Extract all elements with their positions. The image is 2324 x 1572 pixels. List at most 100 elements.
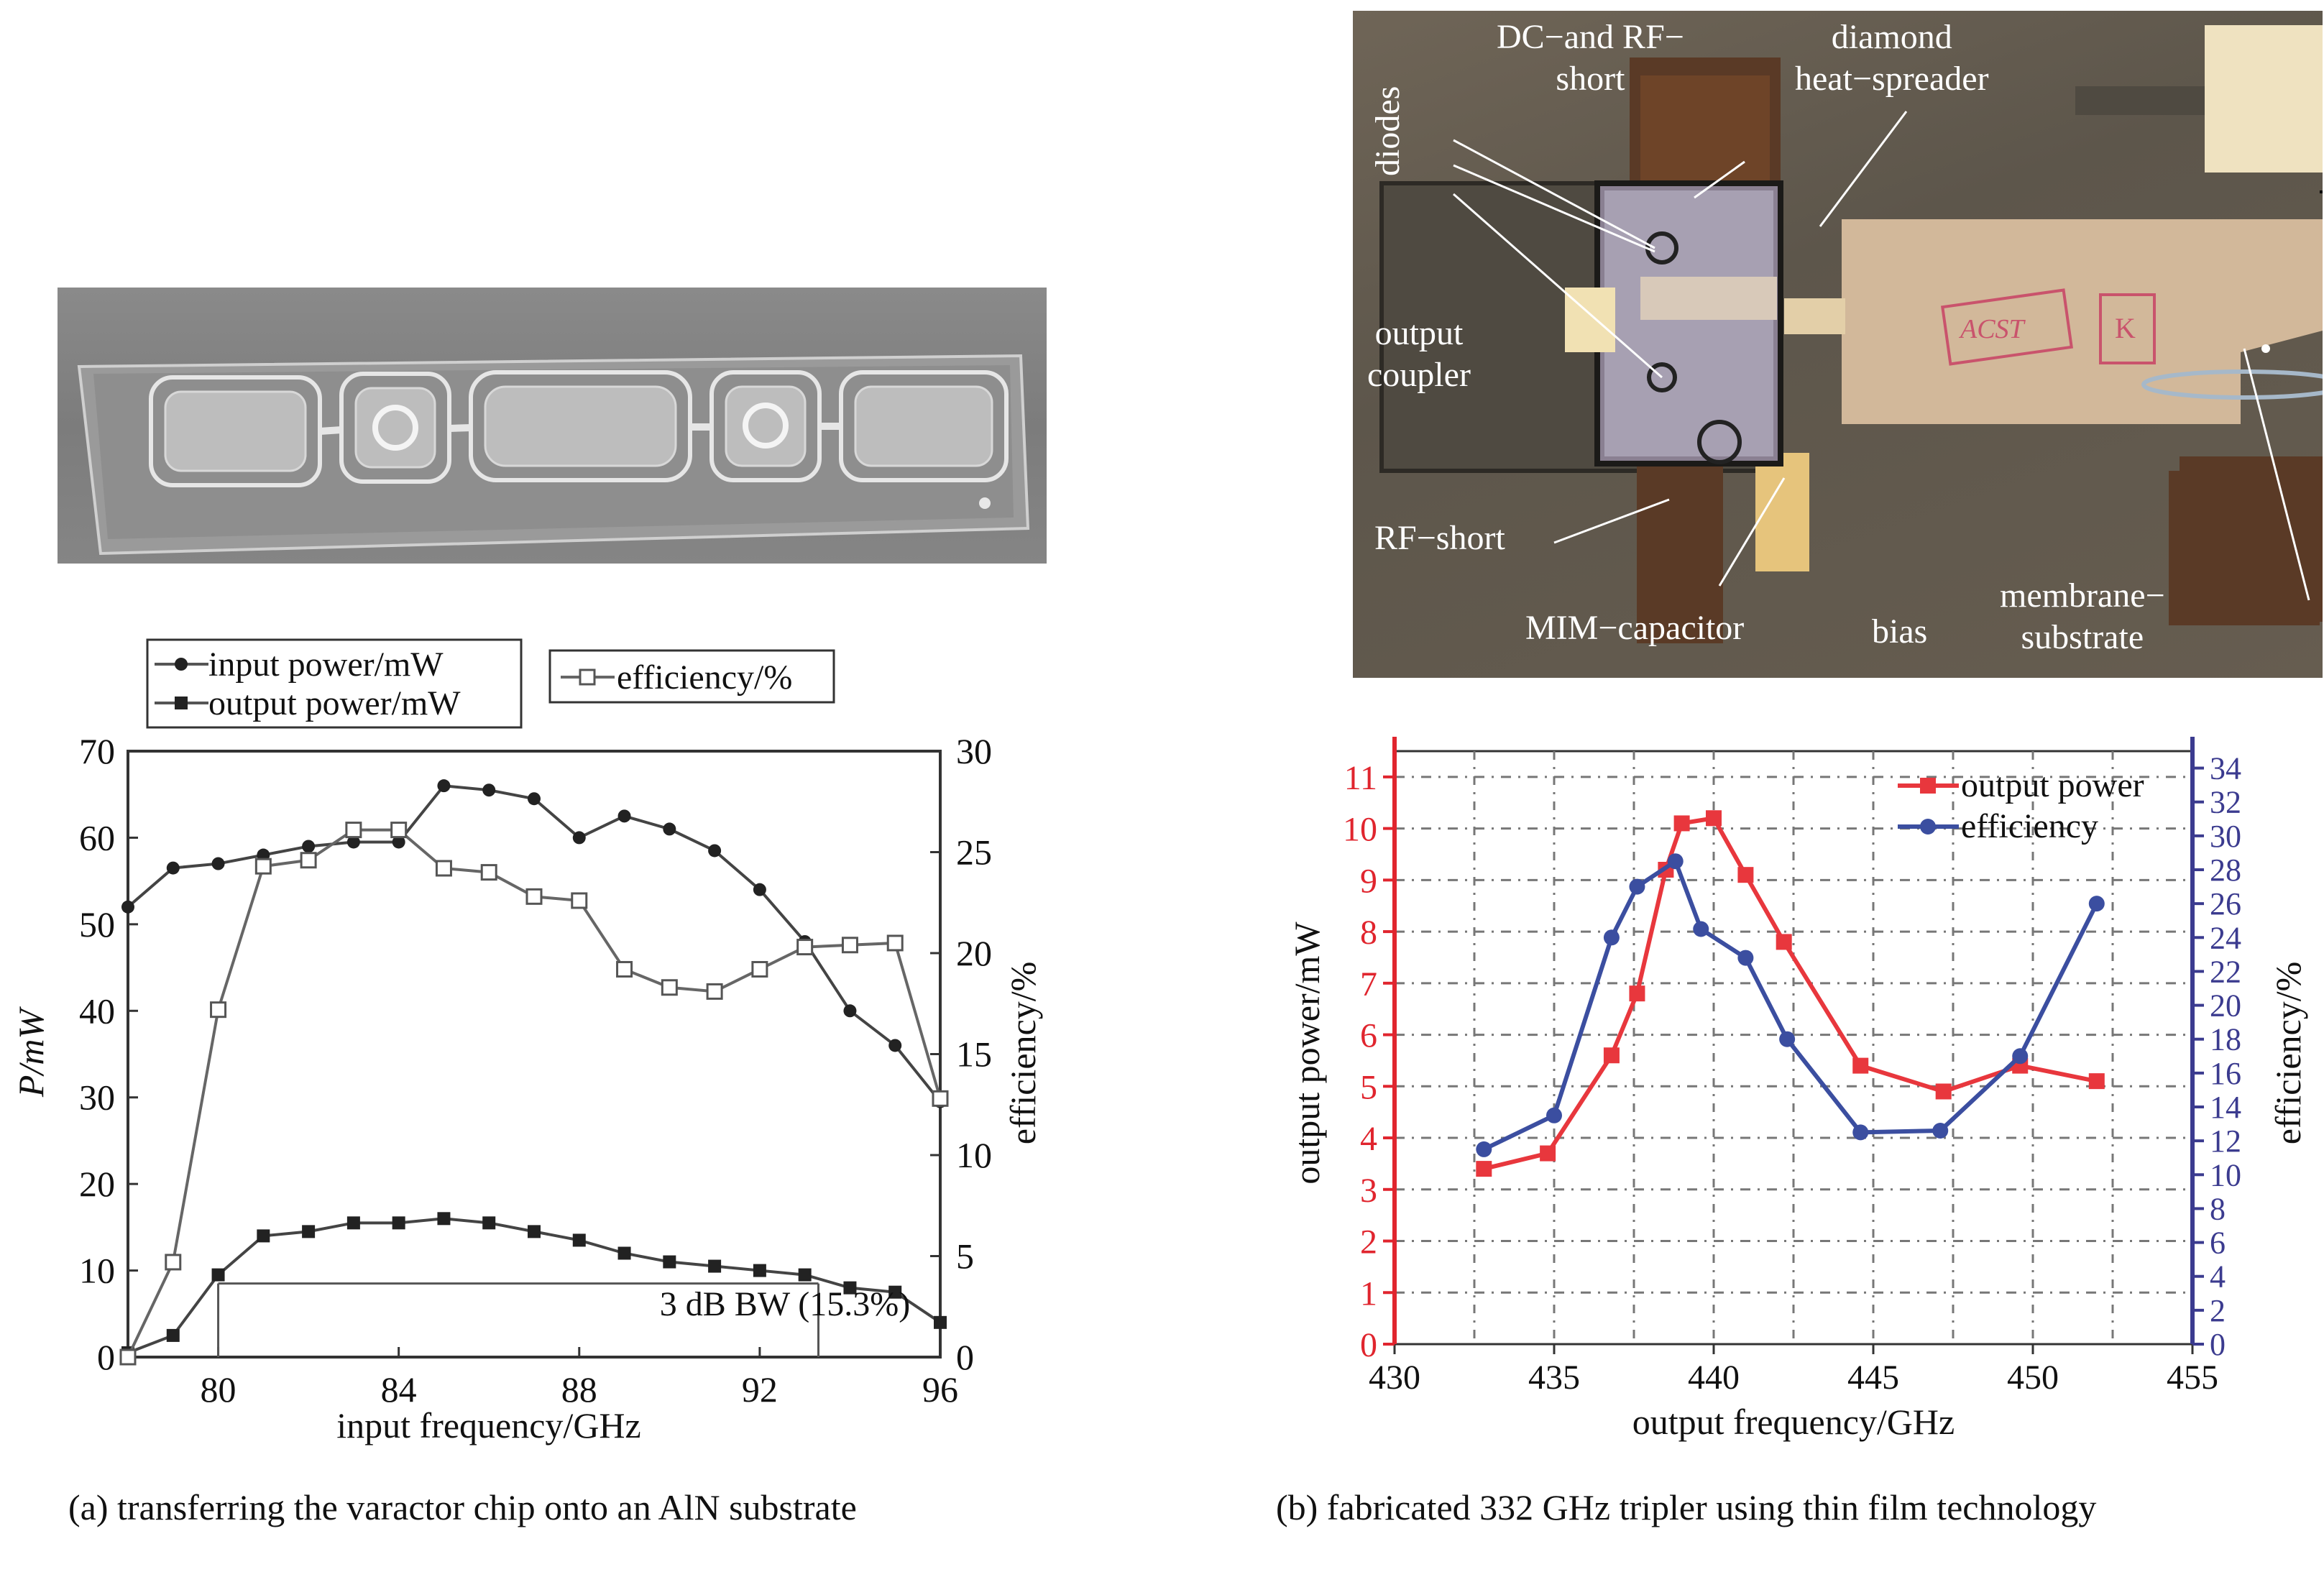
data-point-output-power-b (1673, 815, 1690, 832)
data-point-output-power-b (2088, 1073, 2105, 1090)
x-tick-label-a: 88 (561, 1369, 597, 1410)
x-tick-label-b: 430 (1369, 1359, 1420, 1397)
data-point-efficiency-b (1476, 1141, 1492, 1157)
data-point-output-power-b (1629, 985, 1645, 1002)
y-tick-label-b: 4 (1360, 1120, 1377, 1158)
y-tick-label-b: 1 (1360, 1274, 1377, 1313)
data-point-output-power-b (1776, 934, 1792, 950)
x-axis-title-a: input frequency/GHz (336, 1405, 640, 1445)
data-point-input-power (617, 809, 631, 823)
data-point-output-power-b (1540, 1145, 1556, 1162)
data-point-efficiency (886, 934, 904, 952)
y2-tick-label-a: 10 (956, 1135, 992, 1175)
x-tick-label-a: 92 (742, 1369, 778, 1410)
legend-item-input-power: input power/mW (155, 645, 444, 684)
data-point-output-power-b (1852, 1057, 1869, 1074)
y-tick-label-b: 0 (1360, 1326, 1377, 1364)
data-point-output-power (437, 1212, 451, 1226)
x-tick-label-a: 84 (381, 1369, 417, 1410)
data-point-output-power (346, 1216, 360, 1230)
y-tick-label-a: 70 (79, 731, 115, 771)
label-diodes: diodes (1369, 86, 1407, 176)
y2-tick-label-b: 22 (2210, 954, 2241, 989)
data-point-input-power (211, 857, 225, 870)
label-dc-rf-short: DC−and RF− short (1497, 18, 1684, 98)
y2-tick-label-b: 32 (2210, 785, 2241, 820)
data-point-efficiency (165, 1254, 182, 1271)
legend-box-power (146, 638, 523, 729)
data-point-output-power-b (1603, 1047, 1620, 1064)
y-tick-label-a: 40 (79, 990, 115, 1031)
y-tick-label-a: 30 (79, 1077, 115, 1118)
caption-a: (a) transferring the varactor chip onto … (68, 1487, 857, 1527)
y-axis-title-a: P/mW (11, 1006, 51, 1098)
data-point-efficiency (571, 892, 588, 909)
data-point-efficiency (210, 1001, 227, 1019)
y2-tick-label-b: 16 (2210, 1056, 2241, 1091)
chip-mark-acst: ACST (1958, 314, 2026, 344)
tripler-chip-drawing: ACST K (1379, 25, 2323, 643)
data-point-input-power (437, 779, 451, 793)
data-point-input-power (346, 835, 360, 849)
y2-tick-label-b: 0 (2210, 1327, 2226, 1362)
label-output-coupler: output coupler (1367, 314, 1471, 394)
y2-tick-label-b: 26 (2210, 886, 2241, 921)
data-point-efficiency-b (1667, 853, 1684, 870)
y2-tick-label-a: 5 (956, 1236, 974, 1277)
data-point-efficiency-b (1932, 1123, 1949, 1139)
y-tick-label-b: 9 (1360, 862, 1377, 900)
data-point-efficiency-b (1603, 929, 1620, 946)
x-tick-label-a: 96 (922, 1369, 958, 1410)
varactor-chip-drawing (77, 354, 1030, 556)
data-point-input-power (482, 783, 496, 797)
data-point-efficiency (661, 979, 678, 996)
data-point-output-power (257, 1229, 270, 1243)
y-tick-label-b: 8 (1360, 914, 1377, 952)
data-point-efficiency-b (1737, 950, 1754, 966)
data-point-input-power (663, 822, 676, 836)
y2-tick-label-b: 18 (2210, 1022, 2241, 1057)
y-tick-label-a: 60 (79, 817, 115, 858)
y2-tick-label-a: 25 (956, 832, 992, 873)
y2-tick-label-b: 10 (2210, 1157, 2241, 1192)
chart-a: input power/mW output power/mW efficienc… (11, 638, 1043, 1445)
data-point-input-power (572, 831, 586, 845)
legend-label-output-power: output power/mW (208, 684, 461, 722)
data-point-input-power (888, 1039, 902, 1052)
x-tick-label-b: 445 (1847, 1359, 1899, 1397)
data-point-output-power (934, 1315, 947, 1329)
data-point-efficiency (525, 888, 543, 905)
data-point-output-power (482, 1216, 496, 1230)
y2-tick-label-b: 12 (2210, 1123, 2241, 1159)
x-tick-label-b: 450 (2007, 1359, 2059, 1397)
legend-label-efficiency: efficiency/% (617, 658, 792, 697)
data-point-output-power (211, 1268, 225, 1282)
data-point-output-power (528, 1225, 541, 1238)
y2-tick-label-b: 14 (2210, 1090, 2241, 1125)
data-point-output-power-b (1706, 810, 1722, 827)
data-point-efficiency-b (1852, 1124, 1869, 1141)
varactor-chip-sem-photo (58, 288, 1047, 564)
plot-frame-a (127, 750, 942, 1359)
data-point-input-power (166, 861, 180, 875)
y-tick-label-b: 6 (1360, 1017, 1377, 1055)
data-point-efficiency (841, 937, 858, 954)
x-tick-label-b: 455 (2167, 1359, 2218, 1397)
y2-tick-label-b: 8 (2210, 1191, 2226, 1226)
y2-tick-label-a: 20 (956, 933, 992, 973)
series-line-b-0 (1483, 816, 2098, 1172)
data-point-input-power (528, 792, 541, 806)
data-point-output-power (166, 1328, 180, 1342)
data-point-efficiency (435, 860, 452, 877)
legend-label-output-power-b: output power (1961, 766, 2144, 804)
data-point-output-power (663, 1255, 676, 1269)
y-tick-label-b: 3 (1360, 1172, 1377, 1210)
data-point-efficiency-b (1629, 878, 1645, 895)
series-line-b-1 (1483, 859, 2099, 1152)
y-tick-label-b: 11 (1344, 759, 1377, 797)
label-mim-capacitor: MIM−capacitor (1525, 609, 1745, 647)
y2-axis-title-b: efficiency/% (2268, 962, 2308, 1145)
y2-tick-label-b: 2 (2210, 1293, 2226, 1328)
tripler-chip-photo: ACST K DC−and RF− short diamond heat−spr… (1353, 11, 2323, 678)
data-point-output-power-b (1935, 1083, 1952, 1100)
